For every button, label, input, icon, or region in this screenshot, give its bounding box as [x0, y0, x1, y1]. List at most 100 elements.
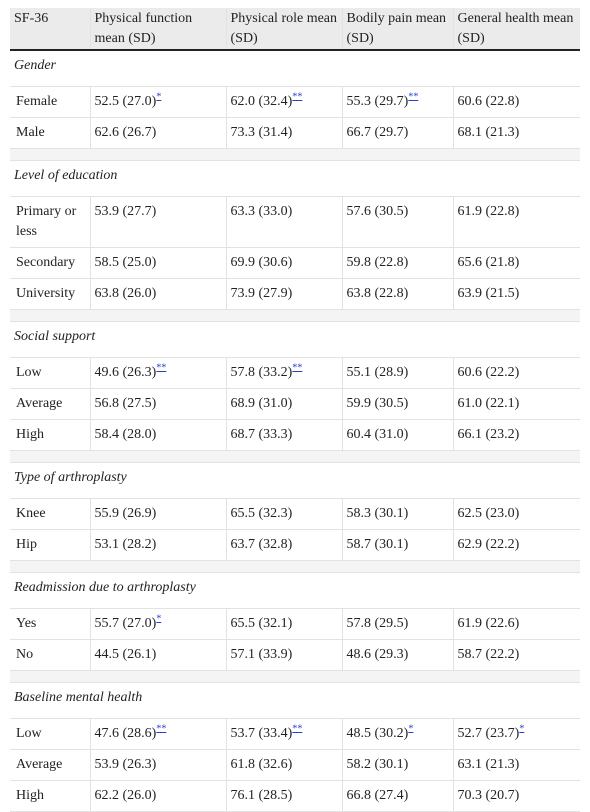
cell-value: 55.7 (27.0): [94, 616, 157, 631]
data-row: Low 47.6 (28.6)** 53.7 (33.4)** 48.5 (30.2)…: [10, 718, 580, 750]
footnote-link[interactable]: **: [156, 723, 167, 735]
footnote-link[interactable]: *: [156, 91, 162, 103]
row-label: Low: [10, 357, 90, 389]
footnote-link[interactable]: **: [156, 362, 167, 374]
cell-value: 66.8 (27.4): [346, 788, 409, 803]
section-row: Gender: [10, 50, 580, 87]
cell: 53.9 (27.7): [89, 196, 226, 248]
row-label: Male: [10, 117, 90, 149]
cell-value: 52.5 (27.0): [94, 94, 157, 109]
cell-value: 60.6 (22.2): [457, 365, 520, 380]
cell: 63.8 (22.8): [341, 278, 453, 310]
data-row: Female 52.5 (27.0)* 62.0 (32.4)** 55.3 (29.…: [10, 86, 580, 118]
cell-value: 68.7 (33.3): [230, 427, 293, 442]
cell-value: 61.9 (22.8): [457, 204, 520, 219]
spacer-row: [10, 148, 580, 161]
cell: 62.5 (23.0): [452, 498, 580, 530]
cell: 68.7 (33.3): [225, 419, 342, 451]
cell-value: 58.4 (28.0): [94, 427, 157, 442]
section-title: Social support: [10, 321, 580, 358]
cell: 63.9 (21.5): [452, 278, 580, 310]
cell-value: 57.1 (33.9): [230, 647, 293, 662]
cell-value: 57.8 (29.5): [346, 616, 409, 631]
cell-value: 61.9 (22.6): [457, 616, 520, 631]
cell: 70.3 (20.7): [452, 780, 580, 812]
cell-value: 48.5 (30.2): [346, 726, 409, 741]
data-row: Average 56.8 (27.5) 68.9 (31.0) 59.9 (30.5)…: [10, 388, 580, 420]
cell-value: 61.0 (22.1): [457, 396, 520, 411]
spacer: [10, 450, 580, 463]
cell: 61.9 (22.8): [452, 196, 580, 248]
cell: 52.5 (27.0)*: [89, 86, 226, 118]
cell: 65.5 (32.1): [225, 608, 342, 640]
results-table: SF-36 Physical function mean (SD) Physical…: [10, 8, 580, 812]
cell: 59.9 (30.5): [341, 388, 453, 420]
cell: 73.9 (27.9): [225, 278, 342, 310]
data-row: High 62.2 (26.0) 76.1 (28.5) 66.8 (27.4) 70.…: [10, 780, 580, 812]
data-row: University 63.8 (26.0) 73.9 (27.9) 63.8 (22…: [10, 278, 580, 310]
cell-value: 58.7 (22.2): [457, 647, 520, 662]
cell: 58.3 (30.1): [341, 498, 453, 530]
row-label: Knee: [10, 498, 90, 530]
row-label: High: [10, 780, 90, 812]
cell-value: 59.8 (22.8): [346, 255, 409, 270]
cell: 66.7 (29.7): [341, 117, 453, 149]
section-title: Gender: [10, 50, 580, 87]
cell-value: 65.5 (32.3): [230, 506, 293, 521]
cell: 53.7 (33.4)**: [225, 718, 342, 750]
section-title: Baseline mental health: [10, 682, 580, 719]
data-row: Low 49.6 (26.3)** 57.8 (33.2)** 55.1 (28.9)…: [10, 357, 580, 389]
section-row: Level of education: [10, 160, 580, 197]
page: SF-36 Physical function mean (SD) Physical…: [10, 8, 580, 812]
cell-value: 65.5 (32.1): [230, 616, 293, 631]
cell: 58.5 (25.0): [89, 247, 226, 279]
footnote-link[interactable]: **: [292, 91, 303, 103]
data-row: Knee 55.9 (26.9) 65.5 (32.3) 58.3 (30.1) 62.…: [10, 498, 580, 530]
cell-value: 65.6 (21.8): [457, 255, 520, 270]
cell: 61.8 (32.6): [225, 749, 342, 781]
cell-value: 63.3 (33.0): [230, 204, 293, 219]
cell: 65.5 (32.3): [225, 498, 342, 530]
cell: 59.8 (22.8): [341, 247, 453, 279]
data-row: Yes 55.7 (27.0)* 65.5 (32.1) 57.8 (29.5) 61.…: [10, 608, 580, 640]
footnote-link[interactable]: **: [408, 91, 419, 103]
cell: 57.8 (33.2)**: [225, 357, 342, 389]
footnote-link[interactable]: **: [292, 723, 303, 735]
cell-value: 47.6 (28.6): [94, 726, 157, 741]
cell-value: 73.3 (31.4): [230, 125, 293, 140]
cell: 73.3 (31.4): [225, 117, 342, 149]
footnote-link[interactable]: *: [408, 723, 414, 735]
cell-value: 48.6 (29.3): [346, 647, 409, 662]
data-row: No 44.5 (26.1) 57.1 (33.9) 48.6 (29.3) 58.7 …: [10, 639, 580, 671]
spacer-row: [10, 560, 580, 573]
cell: 58.7 (22.2): [452, 639, 580, 671]
cell: 58.4 (28.0): [89, 419, 226, 451]
cell-value: 73.9 (27.9): [230, 286, 293, 301]
footnote-link[interactable]: *: [156, 613, 162, 625]
cell-value: 53.9 (27.7): [94, 204, 157, 219]
cell: 58.2 (30.1): [341, 749, 453, 781]
spacer: [10, 148, 580, 161]
cell-value: 53.1 (28.2): [94, 537, 157, 552]
header-cell: SF-36: [10, 8, 90, 51]
cell: 60.4 (31.0): [341, 419, 453, 451]
footnote-link[interactable]: **: [292, 362, 303, 374]
cell-value: 62.5 (23.0): [457, 506, 520, 521]
cell: 61.9 (22.6): [452, 608, 580, 640]
cell-value: 58.3 (30.1): [346, 506, 409, 521]
cell-value: 70.3 (20.7): [457, 788, 520, 803]
cell-value: 58.7 (30.1): [346, 537, 409, 552]
row-label: Average: [10, 749, 90, 781]
data-row: Male 62.6 (26.7) 73.3 (31.4) 66.7 (29.7) 68.…: [10, 117, 580, 149]
data-row: Hip 53.1 (28.2) 63.7 (32.8) 58.7 (30.1) 62.9…: [10, 529, 580, 561]
cell: 61.0 (22.1): [452, 388, 580, 420]
cell: 69.9 (30.6): [225, 247, 342, 279]
footnote-link[interactable]: *: [519, 723, 525, 735]
cell: 63.3 (33.0): [225, 196, 342, 248]
data-row: Average 53.9 (26.3) 61.8 (32.6) 58.2 (30.1)…: [10, 749, 580, 781]
header-cell: Bodily pain mean (SD): [341, 8, 453, 51]
cell: 63.8 (26.0): [89, 278, 226, 310]
row-label: Female: [10, 86, 90, 118]
cell-value: 60.6 (22.8): [457, 94, 520, 109]
cell: 63.7 (32.8): [225, 529, 342, 561]
